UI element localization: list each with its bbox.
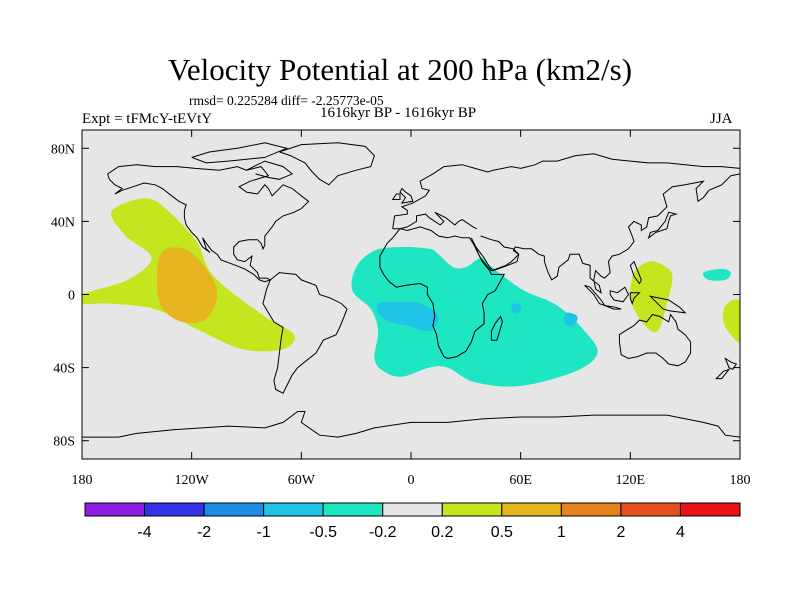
- x-tick-label: 60W: [288, 473, 316, 488]
- colorbar-label: -0.5: [309, 524, 337, 541]
- coast-eurasia-east: [472, 173, 740, 294]
- colorbar-swatch: [84, 502, 146, 517]
- coast-north-america: [107, 164, 310, 283]
- colorbar-swatch: [144, 502, 205, 517]
- colorbar-label: 0.2: [431, 524, 453, 541]
- y-tick-label: 80N: [51, 142, 75, 157]
- coast-eurasia-north: [392, 153, 740, 229]
- period-label: 1616kyr BP - 1616kyr BP: [320, 105, 477, 121]
- colorbar-label: 0.5: [491, 524, 513, 541]
- coast-madagascar: [490, 315, 503, 341]
- contour-region-dateline-positive: [722, 299, 740, 343]
- coast-canadian-islands: [191, 142, 294, 180]
- contour-region-east-pacific-max: [156, 247, 218, 323]
- coast-australia: [618, 313, 692, 367]
- coast-south-america: [262, 272, 348, 394]
- colorbar: -4 -2 -1 -0.5 -0.2 0.2 0.5 1 2 4: [84, 502, 741, 541]
- coast-africa: [379, 228, 506, 360]
- colorbar-swatch: [441, 502, 503, 517]
- y-tick-label: 0: [68, 289, 75, 304]
- contour-region-central-pacific-negative: [702, 268, 731, 281]
- y-tick-label: 80S: [53, 435, 75, 450]
- colorbar-swatch: [560, 502, 622, 517]
- coast-new-zealand: [714, 357, 738, 380]
- x-tick-label: 180: [72, 473, 93, 488]
- colorbar-label: -1: [257, 524, 271, 541]
- contour-region-west-africa-min: [376, 301, 439, 332]
- coastlines: [82, 142, 740, 438]
- x-tick-label: 0: [408, 473, 415, 488]
- x-tick-label: 120E: [616, 473, 646, 488]
- x-tick-label: 120W: [175, 473, 210, 488]
- y-tick-label: 40S: [53, 362, 75, 377]
- colorbar-label: 1: [557, 524, 566, 541]
- colorbar-swatch: [501, 502, 562, 517]
- colorbar-swatch: [620, 502, 681, 517]
- coast-indonesia: [584, 260, 687, 314]
- colorbar-swatch: [382, 502, 443, 517]
- chart-title: Velocity Potential at 200 hPa (km2/s): [167, 52, 633, 87]
- contour-region-indian-ocean-min-1: [511, 303, 522, 314]
- colorbar-swatch: [322, 502, 384, 517]
- colorbar-label: -0.2: [369, 524, 397, 541]
- y-axis: 80N 40N 0 40S 80S: [51, 142, 740, 450]
- x-tick-label: 60E: [509, 473, 532, 488]
- colorbar-label: 4: [676, 524, 685, 541]
- colorbar-swatch: [263, 502, 324, 517]
- y-tick-label: 40N: [51, 215, 75, 230]
- colorbar-label: -2: [197, 524, 211, 541]
- season-label: JJA: [710, 111, 733, 127]
- coast-japan: [647, 211, 678, 240]
- x-tick-label: 180: [730, 473, 751, 488]
- colorbar-label: -4: [137, 524, 151, 541]
- coast-greenland: [279, 142, 375, 186]
- contour-region-indian-ocean-min-2: [563, 312, 578, 327]
- stats-label: rmsd= 0.225284 diff= -2.25773e-05: [189, 93, 384, 108]
- x-axis: 180 120W 60W 0 60E 120E 180: [72, 130, 751, 488]
- colorbar-swatch: [203, 502, 265, 517]
- coast-arabia: [472, 235, 520, 272]
- experiment-label: Expt = tFMcY-tEVtY: [82, 111, 213, 127]
- contour-region-africa-indian-negative: [351, 246, 598, 387]
- colorbar-swatch: [679, 502, 741, 517]
- coast-mediterranean: [392, 211, 478, 244]
- coast-british-isles: [391, 187, 414, 204]
- coast-antarctica: [82, 411, 740, 438]
- colorbar-label: 2: [616, 524, 625, 541]
